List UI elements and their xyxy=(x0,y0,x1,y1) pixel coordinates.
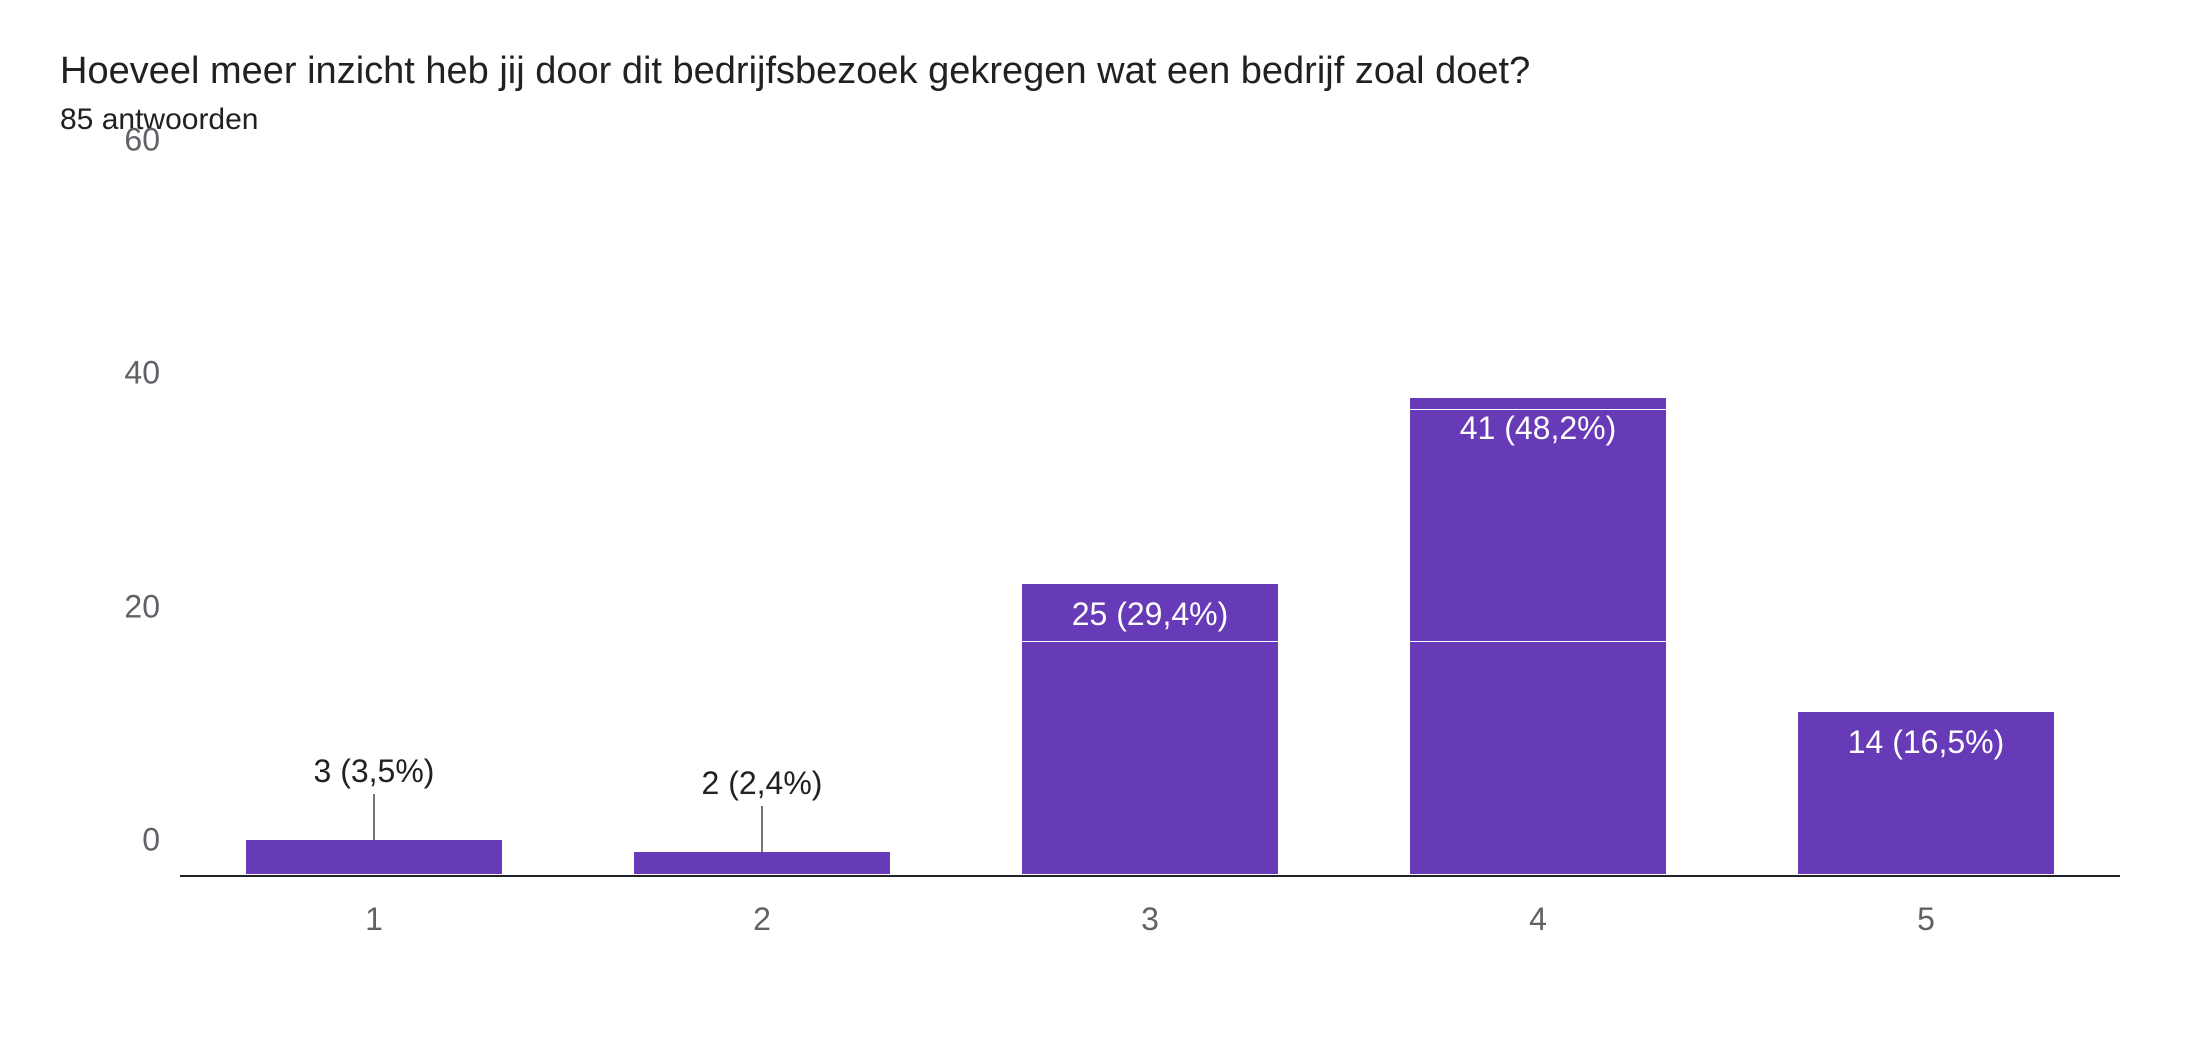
x-tick-label: 3 xyxy=(956,877,1344,957)
bar-slot: 14 (16,5%) xyxy=(1732,177,2120,875)
bar: 2 (2,4%) xyxy=(634,852,890,875)
y-tick: 20 xyxy=(120,588,180,625)
x-tick-label: 4 xyxy=(1344,877,1732,957)
chart-area: 0204060 3 (3,5%)2 (2,4%)25 (29,4%)41 (48… xyxy=(80,177,2120,957)
chart-title: Hoeveel meer inzicht heb jij door dit be… xyxy=(60,50,2136,93)
bar-value-label: 14 (16,5%) xyxy=(1848,724,2005,761)
gridline xyxy=(180,176,2120,177)
bar-callout-line xyxy=(373,794,375,840)
bar-slot: 25 (29,4%) xyxy=(956,177,1344,875)
y-tick: 0 xyxy=(120,822,180,859)
gridline xyxy=(180,409,2120,410)
bar-callout-line xyxy=(761,806,763,852)
bar: 3 (3,5%) xyxy=(246,840,502,875)
bar-value-label: 3 (3,5%) xyxy=(314,753,435,790)
bars-group: 3 (3,5%) 2 (2,4%) 25 (29,4%) 41 (48,2%) 14 (… xyxy=(180,177,2120,875)
plot-area: 3 (3,5%) 2 (2,4%) 25 (29,4%) 41 (48,2%) 14 (… xyxy=(180,177,2120,877)
bar-slot: 2 (2,4%) xyxy=(568,177,956,875)
y-tick: 40 xyxy=(120,355,180,392)
x-tick-label: 1 xyxy=(180,877,568,957)
chart-subtitle: 85 antwoorden xyxy=(60,103,2136,137)
bar-value-label: 2 (2,4%) xyxy=(702,765,823,802)
y-tick: 60 xyxy=(120,122,180,159)
y-tick-label: 0 xyxy=(120,822,180,859)
y-tick-label: 20 xyxy=(120,588,180,625)
x-tick-label: 5 xyxy=(1732,877,2120,957)
bar-slot: 41 (48,2%) xyxy=(1344,177,1732,875)
y-tick-label: 60 xyxy=(120,122,180,159)
y-tick-label: 40 xyxy=(120,355,180,392)
bar: 41 (48,2%) xyxy=(1410,398,1666,875)
bar-value-label: 25 (29,4%) xyxy=(1072,596,1229,633)
y-axis: 0204060 xyxy=(80,177,180,877)
gridline xyxy=(180,641,2120,642)
bar: 14 (16,5%) xyxy=(1798,712,2054,875)
x-tick-label: 2 xyxy=(568,877,956,957)
bar-value-label: 41 (48,2%) xyxy=(1460,410,1617,447)
bar: 25 (29,4%) xyxy=(1022,584,1278,875)
chart-container: Hoeveel meer inzicht heb jij door dit be… xyxy=(0,0,2196,1044)
bar-slot: 3 (3,5%) xyxy=(180,177,568,875)
gridline xyxy=(180,874,2120,875)
x-axis: 12345 xyxy=(180,877,2120,957)
